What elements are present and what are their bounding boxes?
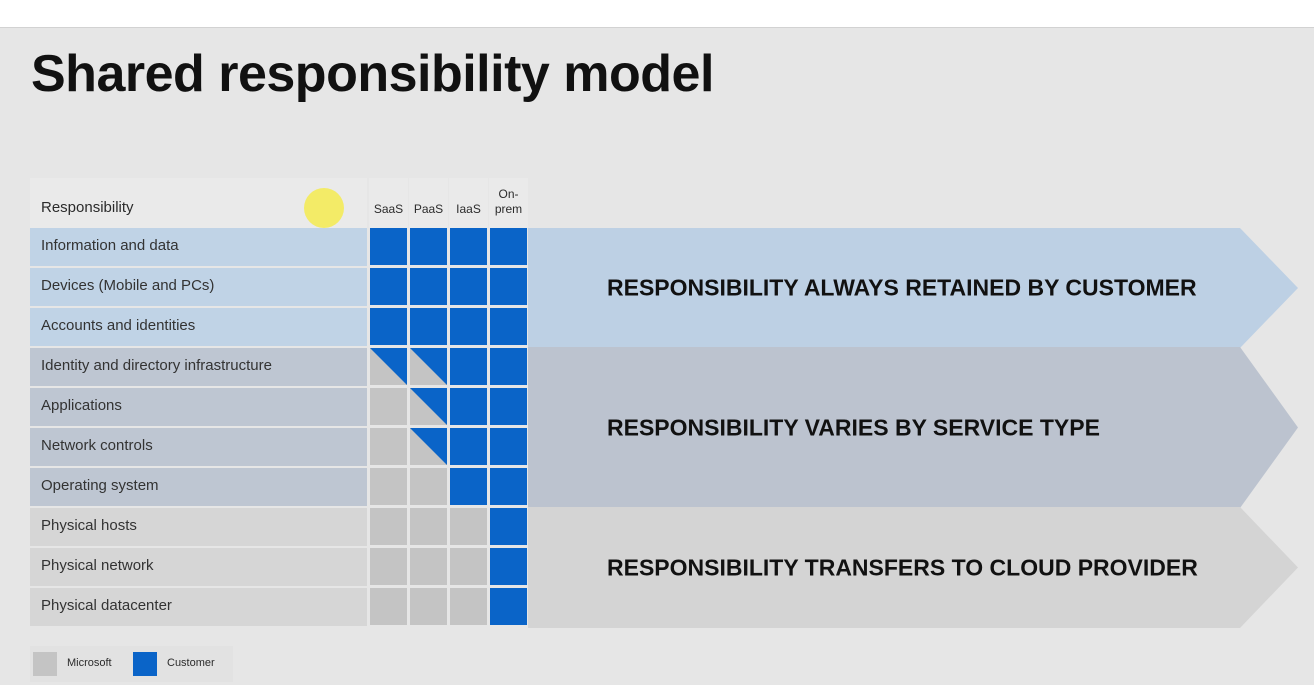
microsoft-cell	[370, 548, 407, 585]
customer-cell	[370, 308, 407, 345]
table-row: Identity and directory infrastructure	[30, 348, 367, 386]
microsoft-cell	[450, 508, 487, 545]
customer-cell	[450, 308, 487, 345]
row-label: Physical datacenter	[41, 597, 172, 614]
responsibility-band: RESPONSIBILITY VARIES BY SERVICE TYPE	[528, 347, 1298, 508]
customer-cell	[370, 268, 407, 305]
responsibility-band: RESPONSIBILITY TRANSFERS TO CLOUD PROVID…	[528, 507, 1298, 628]
column-header: SaaS	[369, 178, 408, 228]
customer-cell	[490, 508, 527, 545]
table-row: Physical datacenter	[30, 588, 367, 626]
column-header: On- prem	[489, 178, 528, 228]
microsoft-cell	[370, 508, 407, 545]
customer-cell	[370, 228, 407, 265]
customer-cell	[410, 228, 447, 265]
customer-cell	[490, 388, 527, 425]
microsoft-cell	[450, 548, 487, 585]
cursor-highlight-icon	[304, 188, 344, 228]
microsoft-swatch	[33, 652, 57, 676]
responsibility-band: RESPONSIBILITY ALWAYS RETAINED BY CUSTOM…	[528, 228, 1298, 348]
column-header-label: SaaS	[373, 202, 404, 216]
column-header-label: PaaS	[413, 202, 444, 216]
legend: Microsoft Customer	[30, 646, 233, 682]
microsoft-cell	[370, 388, 407, 425]
table-row: Applications	[30, 388, 367, 426]
microsoft-cell	[410, 588, 447, 625]
table-row: Operating system	[30, 468, 367, 506]
customer-cell	[450, 268, 487, 305]
window-top-bar	[0, 0, 1314, 28]
shared-cell	[370, 348, 407, 385]
customer-cell	[490, 468, 527, 505]
row-label: Accounts and identities	[41, 317, 196, 334]
table-row: Physical network	[30, 548, 367, 586]
microsoft-cell	[410, 508, 447, 545]
customer-cell	[410, 308, 447, 345]
customer-swatch	[133, 652, 157, 676]
row-label: Information and data	[41, 237, 179, 254]
table-row: Physical hosts	[30, 508, 367, 546]
row-label: Devices (Mobile and PCs)	[41, 277, 215, 294]
customer-cell	[450, 388, 487, 425]
customer-cell	[490, 348, 527, 385]
band-arrow	[528, 507, 1298, 628]
microsoft-cell	[450, 588, 487, 625]
column-header: IaaS	[449, 178, 488, 228]
customer-cell	[450, 348, 487, 385]
customer-cell	[490, 228, 527, 265]
row-label: Applications	[41, 397, 122, 414]
shared-cell	[410, 428, 447, 465]
row-label: Operating system	[41, 477, 159, 494]
band-arrow	[528, 228, 1298, 348]
column-header: PaaS	[409, 178, 448, 228]
microsoft-cell	[370, 428, 407, 465]
band-label: RESPONSIBILITY TRANSFERS TO CLOUD PROVID…	[607, 554, 1198, 580]
responsibility-header-label: Responsibility	[41, 199, 134, 216]
microsoft-cell	[410, 468, 447, 505]
customer-cell	[490, 588, 527, 625]
microsoft-cell	[370, 588, 407, 625]
slide-title: Shared responsibility model	[31, 45, 714, 103]
table-row: Accounts and identities	[30, 308, 367, 346]
customer-cell	[450, 228, 487, 265]
customer-cell	[450, 428, 487, 465]
table-row: Devices (Mobile and PCs)	[30, 268, 367, 306]
table-row: Network controls	[30, 428, 367, 466]
row-label: Identity and directory infrastructure	[41, 357, 272, 374]
customer-cell	[490, 548, 527, 585]
band-label: RESPONSIBILITY VARIES BY SERVICE TYPE	[607, 414, 1100, 440]
row-label: Physical network	[41, 557, 154, 574]
shared-cell	[410, 388, 447, 425]
microsoft-cell	[410, 548, 447, 585]
column-header-label: IaaS	[456, 202, 481, 216]
band-arrow	[528, 347, 1298, 508]
microsoft-legend-label: Microsoft	[67, 657, 112, 669]
slide: Shared responsibility model Responsibili…	[0, 28, 1314, 685]
band-label: RESPONSIBILITY ALWAYS RETAINED BY CUSTOM…	[607, 274, 1197, 301]
customer-cell	[410, 268, 447, 305]
row-label: Physical hosts	[41, 517, 137, 534]
column-header-label: On- prem	[494, 187, 523, 216]
table-row: Information and data	[30, 228, 367, 266]
customer-cell	[490, 308, 527, 345]
row-label: Network controls	[41, 437, 153, 454]
customer-cell	[490, 268, 527, 305]
customer-cell	[450, 468, 487, 505]
microsoft-cell	[370, 468, 407, 505]
customer-legend-label: Customer	[167, 657, 215, 669]
shared-cell	[410, 348, 447, 385]
customer-cell	[490, 428, 527, 465]
